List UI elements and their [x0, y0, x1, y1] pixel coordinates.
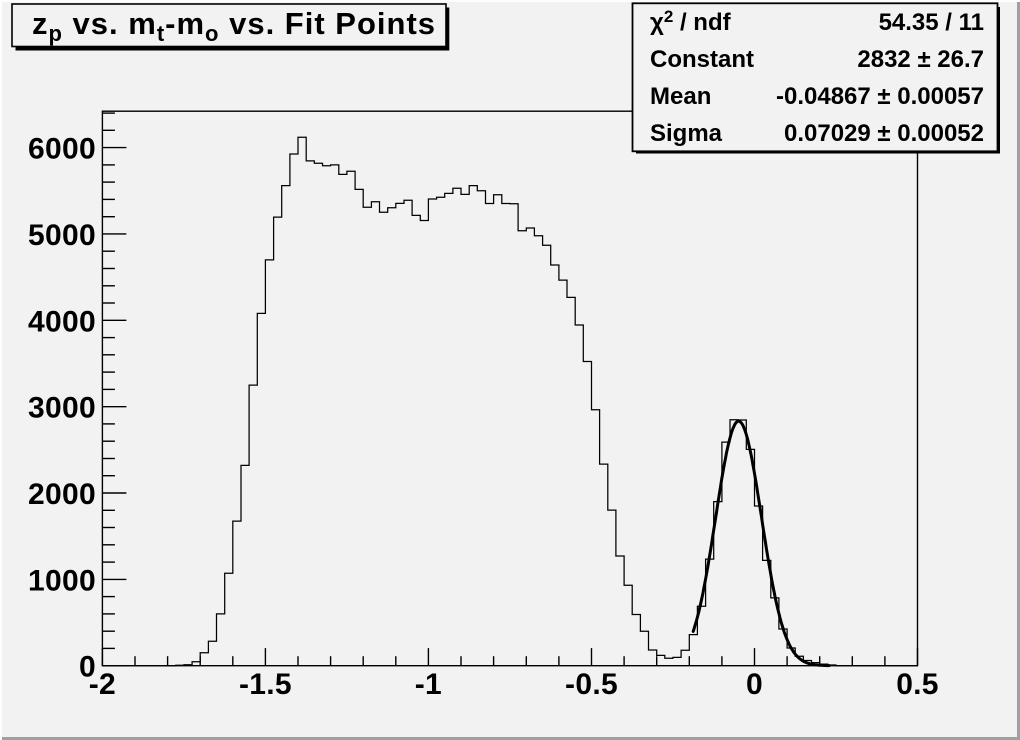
svg-text:3000: 3000 [28, 392, 96, 425]
svg-text:-0.04867 ± 0.00057: -0.04867 ± 0.00057 [776, 83, 984, 110]
svg-text:6000: 6000 [28, 133, 96, 166]
svg-text:Constant: Constant [650, 46, 754, 73]
svg-text:Mean: Mean [650, 83, 711, 110]
svg-text:0: 0 [79, 651, 96, 684]
svg-text:1000: 1000 [28, 564, 96, 597]
svg-text:0: 0 [746, 668, 763, 701]
svg-text:zp vs. mt-mo vs. Fit Points: zp vs. mt-mo vs. Fit Points [32, 6, 436, 46]
svg-text:2000: 2000 [28, 478, 96, 511]
svg-text:4000: 4000 [28, 305, 96, 338]
svg-text:-2: -2 [89, 668, 116, 701]
svg-text:-1: -1 [415, 668, 442, 701]
svg-text:5000: 5000 [28, 219, 96, 252]
svg-text:Sigma: Sigma [650, 120, 723, 147]
svg-text:-0.5: -0.5 [565, 668, 618, 701]
svg-text:χ2 / ndf: χ2 / ndf [650, 7, 732, 36]
svg-text:0.5: 0.5 [896, 668, 939, 701]
svg-text:54.35 / 11: 54.35 / 11 [879, 9, 984, 36]
svg-text:0.07029 ± 0.00052: 0.07029 ± 0.00052 [784, 120, 984, 147]
svg-text:2832 ± 26.7: 2832 ± 26.7 [857, 46, 984, 73]
svg-text:-1.5: -1.5 [239, 668, 292, 701]
